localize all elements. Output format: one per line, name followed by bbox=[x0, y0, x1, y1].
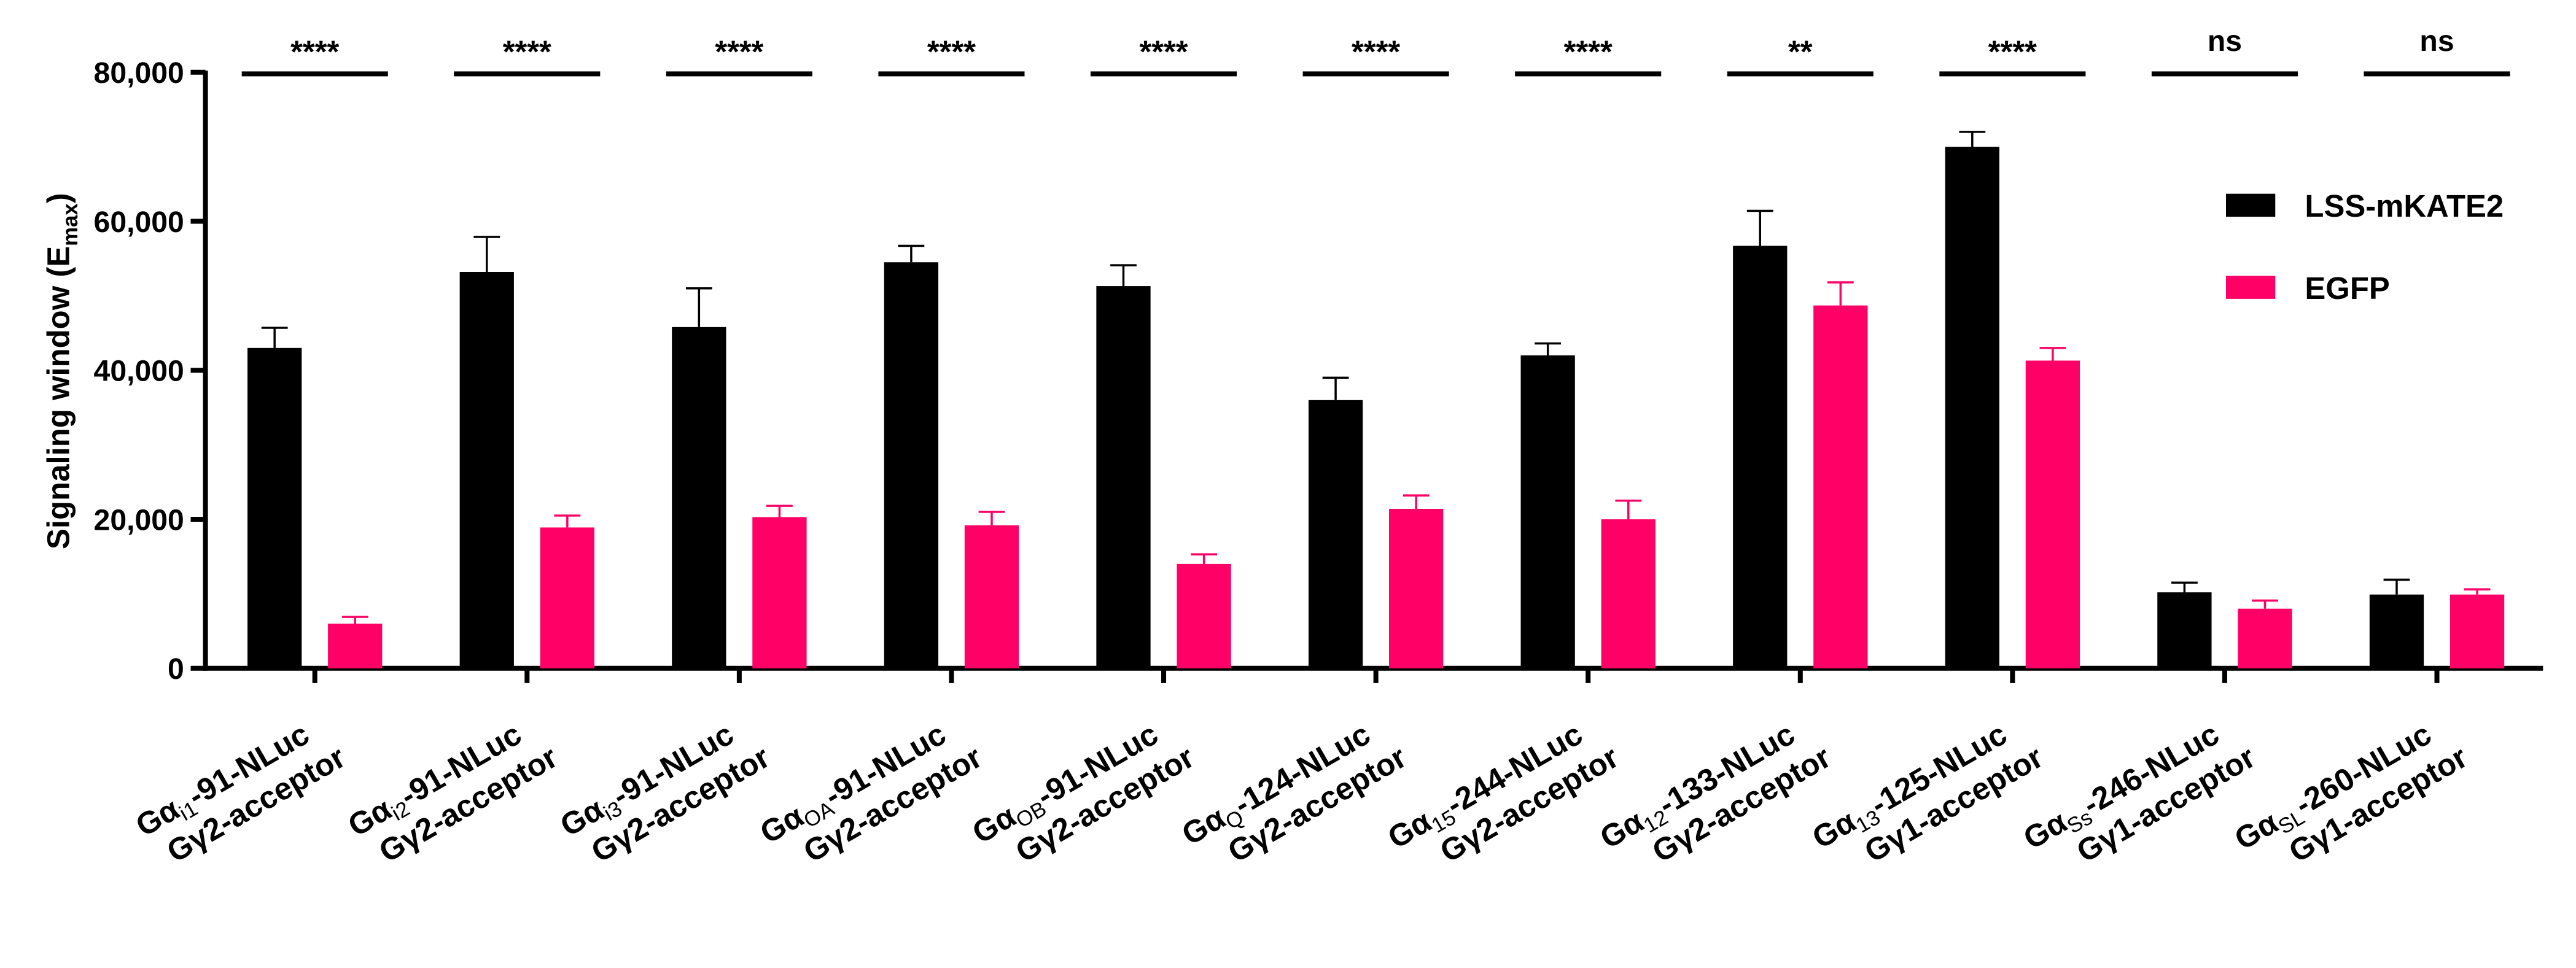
significance-label: **** bbox=[290, 34, 339, 69]
error-bar bbox=[1827, 281, 1854, 306]
bar bbox=[1096, 286, 1151, 668]
error-bar bbox=[1191, 553, 1217, 564]
legend-label: LSS-mKATE2 bbox=[2305, 188, 2504, 223]
bar bbox=[459, 272, 514, 668]
significance-label: **** bbox=[1352, 34, 1400, 69]
y-axis-label: Signaling window (Emax) bbox=[41, 193, 82, 549]
significance-label: **** bbox=[503, 34, 551, 69]
label-prefix: Gα bbox=[1382, 803, 1437, 856]
error-bar bbox=[1110, 264, 1137, 287]
bar bbox=[1733, 246, 1788, 668]
bar bbox=[672, 327, 726, 668]
significance-label: ns bbox=[2208, 25, 2242, 58]
bar bbox=[2025, 360, 2080, 668]
error-bar bbox=[261, 327, 288, 348]
y-label-end: ) bbox=[41, 193, 76, 203]
bar bbox=[752, 517, 807, 668]
error-bar bbox=[554, 514, 581, 528]
significance-label: **** bbox=[1988, 34, 2037, 69]
error-bar bbox=[1322, 376, 1349, 400]
legend-swatch bbox=[2226, 276, 2276, 299]
y-tick-label: 80,000 bbox=[94, 56, 184, 90]
error-bar bbox=[2039, 347, 2066, 361]
error-bar bbox=[1535, 342, 1562, 355]
bar bbox=[1601, 519, 1656, 668]
bar bbox=[1308, 400, 1363, 668]
y-label-sub: max bbox=[59, 203, 82, 246]
significance-label: ** bbox=[1788, 34, 1813, 69]
bar bbox=[540, 527, 594, 668]
label-prefix: Gα bbox=[1176, 800, 1231, 852]
label-prefix: Gα bbox=[2228, 805, 2284, 857]
bar bbox=[1520, 355, 1575, 668]
error-bar bbox=[1959, 131, 1986, 147]
bar bbox=[884, 262, 939, 668]
error-bar bbox=[898, 244, 925, 263]
error-bar bbox=[2171, 581, 2198, 592]
y-tick-label: 40,000 bbox=[94, 355, 184, 388]
error-bar bbox=[2252, 599, 2278, 609]
bar bbox=[1389, 509, 1444, 668]
error-bar bbox=[1615, 499, 1642, 520]
error-bar bbox=[978, 511, 1005, 525]
significance-label: **** bbox=[1139, 34, 1188, 69]
bar bbox=[2157, 592, 2212, 668]
bar bbox=[1813, 305, 1868, 668]
significance-label: **** bbox=[927, 34, 976, 69]
bar bbox=[1945, 147, 1999, 668]
error-bar bbox=[685, 287, 712, 327]
error-bar bbox=[1746, 209, 1773, 246]
error-bar bbox=[473, 236, 500, 273]
bar bbox=[964, 525, 1019, 668]
legend-label: EGFP bbox=[2305, 271, 2389, 306]
y-tick-label: 60,000 bbox=[94, 206, 184, 239]
significance-label: ns bbox=[2419, 25, 2454, 58]
bar bbox=[2369, 594, 2424, 668]
bar bbox=[2450, 594, 2505, 668]
bar bbox=[328, 623, 383, 668]
error-bar bbox=[341, 616, 368, 624]
significance-label: **** bbox=[715, 34, 763, 69]
error-bar bbox=[766, 505, 793, 517]
bar bbox=[1177, 563, 1231, 668]
significance-label: **** bbox=[1564, 34, 1613, 69]
error-bar bbox=[2464, 588, 2491, 595]
bar bbox=[2238, 608, 2292, 668]
error-bar bbox=[1403, 494, 1430, 509]
y-tick-label: 20,000 bbox=[94, 503, 184, 536]
label-prefix: Gα bbox=[2017, 804, 2072, 856]
error-bar bbox=[2383, 578, 2410, 595]
y-label-text: Signaling window (E bbox=[41, 246, 76, 549]
y-tick-label: 0 bbox=[168, 652, 184, 686]
legend-swatch bbox=[2226, 193, 2276, 217]
label-prefix: Gα bbox=[1806, 803, 1861, 856]
label-prefix: Gα bbox=[1594, 803, 1649, 856]
bar bbox=[247, 347, 302, 668]
